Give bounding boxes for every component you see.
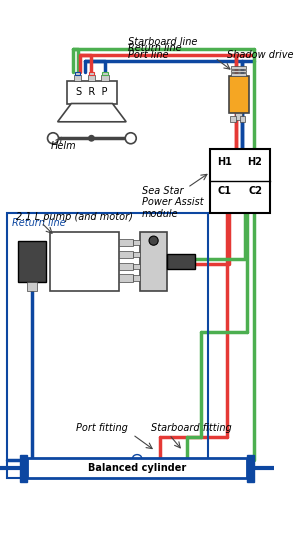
Text: Starboard line: Starboard line	[128, 37, 197, 47]
Bar	[74, 75, 81, 81]
Bar	[133, 240, 140, 245]
Bar	[133, 252, 140, 257]
Text: H1: H1	[218, 157, 232, 167]
Text: Return line: Return line	[128, 43, 182, 53]
Text: H2: H2	[248, 157, 262, 167]
Text: C2: C2	[248, 186, 262, 196]
Bar	[102, 73, 108, 75]
Bar	[18, 240, 46, 282]
Text: Helm: Helm	[50, 141, 76, 151]
Circle shape	[149, 236, 158, 245]
Bar	[20, 455, 27, 482]
Bar	[27, 282, 37, 291]
Text: Port line: Port line	[128, 49, 169, 60]
Bar	[119, 274, 133, 282]
Text: Shadow drive: Shadow drive	[227, 49, 293, 60]
Bar	[119, 239, 133, 246]
Bar	[67, 81, 117, 103]
Bar	[75, 73, 80, 75]
Bar	[27, 458, 247, 478]
Text: S  R  P: S R P	[76, 87, 107, 97]
Text: Starboard fitting: Starboard fitting	[151, 423, 232, 433]
Text: Sea Star
Power Assist
module: Sea Star Power Assist module	[142, 186, 203, 219]
Bar	[101, 75, 109, 81]
Bar	[231, 73, 246, 76]
Bar	[133, 275, 140, 281]
Bar	[239, 116, 245, 122]
Bar	[119, 251, 133, 258]
Bar	[167, 254, 195, 269]
Bar	[231, 66, 246, 69]
Bar	[50, 231, 119, 291]
Text: C1: C1	[218, 186, 232, 196]
Bar	[247, 455, 254, 482]
Text: Port fitting: Port fitting	[76, 423, 128, 433]
Bar	[119, 263, 133, 270]
Bar	[133, 264, 140, 269]
Text: Return line: Return line	[12, 218, 65, 228]
Bar	[210, 149, 270, 213]
Bar	[235, 112, 242, 120]
Bar	[230, 116, 236, 122]
Circle shape	[125, 133, 136, 144]
Bar	[229, 76, 249, 112]
Circle shape	[47, 133, 58, 144]
Bar	[231, 70, 246, 73]
Circle shape	[89, 136, 94, 141]
Text: Balanced cylinder: Balanced cylinder	[88, 463, 186, 473]
Bar	[7, 213, 208, 478]
Bar	[88, 75, 95, 81]
Text: 2.1 L pump (and motor): 2.1 L pump (and motor)	[16, 213, 133, 222]
Polygon shape	[58, 103, 126, 122]
Bar	[140, 231, 167, 291]
Bar	[89, 73, 94, 75]
